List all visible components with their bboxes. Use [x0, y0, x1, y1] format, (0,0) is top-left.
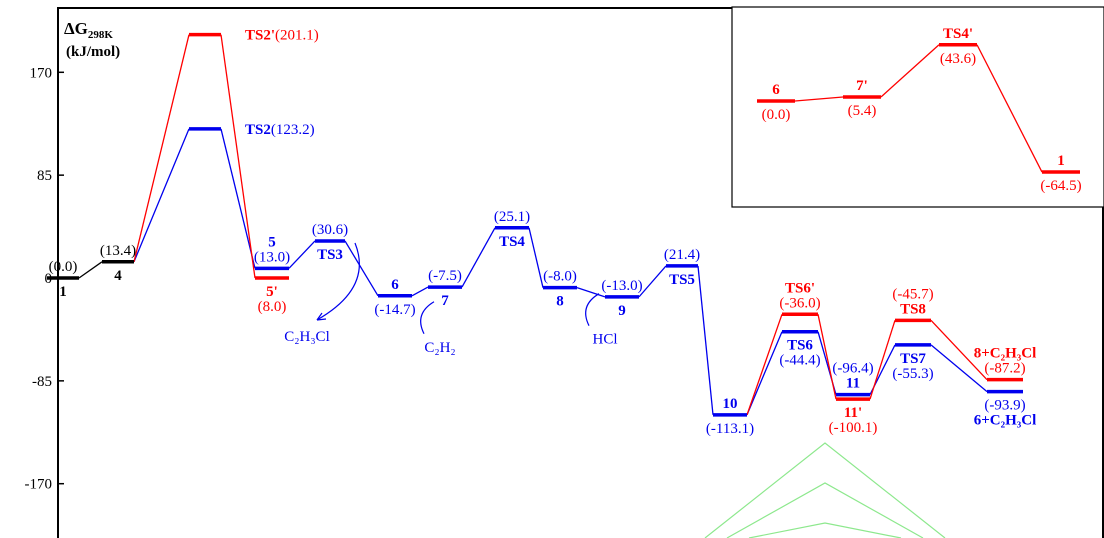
y-tick-label: 170 [30, 65, 53, 81]
inset-level-value: (0.0) [762, 107, 791, 123]
energy-levels: (0.0) 1 (13.4) 4 TS2(123.2) TS2'(201.1) (13.0)… [47, 28, 1036, 437]
uptake-arrow [420, 301, 435, 335]
level-name-TS8: TS8 [900, 301, 926, 317]
inset-panel: 6 (0.0) 7' (5.4) TS4' (43.6) 1 (-64.5) [731, 6, 1104, 208]
inset-connector [794, 96, 844, 102]
level-value-6: (-14.7) [374, 302, 415, 318]
level-name-7: 7 [441, 293, 449, 309]
y-axis-title: ΔG298K [64, 19, 113, 41]
watermark-stroke [748, 522, 902, 538]
inset-level-name: 1 [1057, 153, 1065, 169]
axes [57, 7, 1104, 538]
level-name-11: 11 [846, 376, 860, 392]
connector-line [78, 261, 103, 279]
connector-line [133, 128, 190, 263]
connector-line [528, 227, 544, 288]
level-value-TS4: (25.1) [494, 209, 530, 225]
level-name-TS3: TS3 [317, 247, 343, 263]
connector-line [869, 320, 896, 400]
annotation-C₂H₃Cl: C₂H₃Cl [284, 329, 329, 345]
level-name-TS4: TS4 [499, 234, 525, 250]
level-value-P2: (-93.9) [984, 398, 1025, 414]
level-value-P1: (-87.2) [984, 361, 1025, 377]
level-name-1: 1 [59, 284, 67, 300]
release-arrow [316, 242, 360, 321]
level-value-TS6: (-44.4) [779, 353, 820, 369]
level-value-TS3: (30.6) [312, 222, 348, 238]
level-label-TS2: TS2(123.2) [245, 122, 315, 138]
level-value-5p: (8.0) [258, 299, 287, 315]
plot-frame [57, 7, 1104, 538]
level-name-5p: 5' [266, 284, 278, 300]
level-name-TS6: TS6 [787, 338, 813, 354]
inset-level-value: (43.6) [940, 51, 976, 67]
level-name-11p: 11' [844, 405, 862, 421]
level-value-1: (0.0) [49, 259, 78, 275]
level-name-P1: 8+C₂H₃Cl [974, 346, 1037, 362]
connector-line [930, 319, 988, 381]
y-tick-label: 85 [37, 168, 52, 184]
level-name-6: 6 [391, 277, 399, 293]
connector-line [576, 287, 606, 298]
level-value-9: (-13.0) [601, 278, 642, 294]
uptake-arrow [585, 293, 600, 326]
arrow-head [316, 312, 327, 321]
connector-line [344, 240, 379, 297]
level-value-8: (-8.0) [543, 269, 577, 285]
connector-line [638, 265, 667, 298]
y-axis-unit: (kJ/mol) [66, 44, 120, 60]
inset-level-name: 7' [856, 78, 868, 94]
level-value-7: (-7.5) [428, 268, 462, 284]
connector-line [411, 286, 429, 297]
inset-level-value: (5.4) [848, 103, 877, 119]
level-name-TS5: TS5 [669, 272, 695, 288]
connector-line [133, 34, 190, 262]
level-name-8: 8 [556, 294, 564, 310]
y-tick-label: -170 [25, 477, 53, 493]
y-ticks: 170850-85-170 [25, 65, 64, 493]
annotation-HCl: HCl [592, 332, 617, 348]
annotation-C₂H₂: C₂H₂ [424, 340, 455, 356]
level-value-10: (-113.1) [706, 421, 754, 437]
watermark-stroke [726, 482, 924, 538]
level-value-TS5: (21.4) [664, 247, 700, 263]
connector-line [817, 314, 837, 400]
level-name-TS7: TS7 [900, 351, 926, 367]
level-value-4: (13.4) [100, 243, 136, 259]
annotations: C₂H₃Cl C₂H₂ HCl [284, 242, 618, 356]
connector-line [930, 344, 988, 393]
level-name-TS6p: TS6' [785, 280, 815, 296]
inset-level-name: 6 [772, 82, 780, 98]
level-name-5: 5 [268, 234, 276, 250]
connectors [78, 34, 988, 416]
connector-line [746, 331, 783, 416]
level-label-TS2p: TS2'(201.1) [245, 28, 319, 44]
watermark-logo [704, 442, 946, 538]
inset-level-name: TS4' [943, 26, 973, 42]
level-value-11p: (-100.1) [829, 420, 878, 436]
level-value-11: (-96.4) [832, 361, 873, 377]
connector-line [746, 314, 783, 416]
level-name-10: 10 [723, 396, 738, 412]
connector-line [461, 227, 496, 288]
connector-line [220, 34, 256, 279]
y-tick-label: -85 [32, 374, 52, 390]
level-name-P2: 6+C₂H₃Cl [974, 413, 1037, 429]
inset-connector [880, 44, 940, 98]
level-name-4: 4 [114, 268, 122, 284]
level-value-TS8: (-45.7) [892, 286, 933, 302]
inset-connector [976, 44, 1043, 173]
y-axis-label: ΔG298K (kJ/mol) [64, 19, 120, 60]
level-value-TS6p: (-36.0) [779, 295, 820, 311]
connector-line [288, 240, 316, 269]
connector-line [220, 128, 256, 269]
level-name-9: 9 [618, 303, 626, 319]
level-value-5: (13.0) [254, 249, 290, 265]
inset-level-value: (-64.5) [1040, 178, 1081, 194]
connector-line [697, 265, 714, 415]
level-value-TS7: (-55.3) [892, 366, 933, 382]
watermark-stroke [704, 442, 946, 538]
